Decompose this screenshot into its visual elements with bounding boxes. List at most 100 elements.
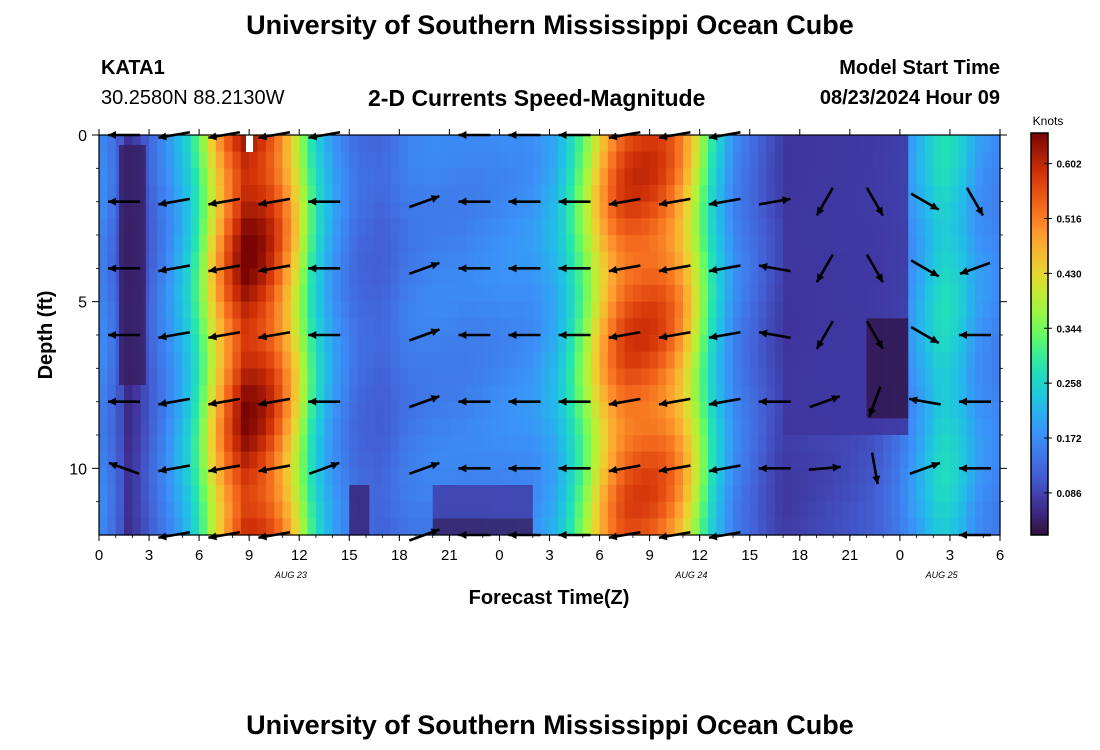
heatmap-cell [657, 251, 667, 269]
heatmap-cell [557, 518, 567, 536]
heatmap-cell [758, 151, 767, 169]
heatmap-cell [941, 218, 951, 236]
heatmap-cell [282, 301, 292, 319]
heatmap-cell [824, 435, 834, 453]
heatmap-cell [724, 218, 734, 236]
heatmap-cell [958, 351, 968, 369]
heatmap-cell [574, 235, 584, 253]
heatmap-cell [549, 451, 559, 469]
heatmap-cell [933, 168, 943, 186]
current-arrow [758, 329, 791, 340]
current-arrow [758, 464, 791, 473]
heatmap-cell [733, 451, 742, 469]
heatmap-cell [774, 135, 784, 153]
heatmap-cell [983, 468, 993, 486]
heatmap-cell [457, 201, 467, 219]
heatmap-cell [107, 351, 117, 369]
heatmap-cell [991, 235, 1001, 253]
heatmap-cell [407, 301, 417, 319]
heatmap-cell [716, 251, 726, 269]
heatmap-cell [682, 318, 692, 336]
heatmap-cell [215, 368, 225, 386]
heatmap-cell [607, 251, 617, 269]
heatmap-cell [491, 251, 501, 269]
heatmap-cell [340, 335, 350, 353]
heatmap-cell [741, 168, 751, 186]
heatmap-cell [416, 335, 425, 353]
heatmap-cell [265, 218, 275, 236]
heatmap-cell [165, 285, 175, 303]
heatmap-cell [324, 351, 334, 369]
heatmap-cell [933, 251, 943, 269]
current-arrow [958, 331, 991, 339]
heatmap-cell [599, 451, 609, 469]
heatmap-cell [749, 135, 759, 153]
heatmap-cell [491, 351, 501, 369]
heatmap-cell [299, 201, 309, 219]
heatmap-cell [374, 268, 384, 286]
heatmap-cell [299, 285, 309, 303]
heatmap-cell [416, 435, 425, 453]
heatmap-cell [983, 385, 993, 403]
heatmap-cell [741, 235, 751, 253]
heatmap-cell [674, 401, 684, 419]
heatmap-cell [174, 318, 184, 336]
heatmap-cell [332, 318, 342, 336]
heatmap-cell [916, 468, 926, 486]
heatmap-cell [199, 318, 209, 336]
heatmap-cell [274, 268, 284, 286]
heatmap-cell [516, 218, 526, 236]
heatmap-cell [966, 335, 976, 353]
heatmap-cell [983, 418, 993, 436]
heatmap-cell [891, 451, 901, 469]
heatmap-cell [924, 351, 934, 369]
heatmap-cell [457, 168, 467, 186]
heatmap-cell [340, 285, 350, 303]
heatmap-cell [315, 335, 325, 353]
heatmap-cell [149, 518, 158, 536]
heatmap-cell [340, 235, 350, 253]
current-arrow-head [258, 199, 268, 207]
heatmap-cell [991, 418, 1001, 436]
current-arrow-head [430, 195, 440, 203]
heatmap-cell [641, 201, 651, 219]
heatmap-cell [416, 218, 425, 236]
heatmap-cell [382, 385, 392, 403]
heatmap-cell [324, 285, 334, 303]
heatmap-cell [974, 218, 984, 236]
heatmap-cell [716, 451, 726, 469]
heatmap-cell [716, 285, 726, 303]
heatmap-cell [307, 218, 317, 236]
heatmap-cell [632, 518, 642, 536]
current-arrow [258, 397, 291, 407]
heatmap-cell [466, 435, 476, 453]
heatmap-cell [157, 351, 167, 369]
heatmap-cell [199, 451, 209, 469]
heatmap-cell [516, 235, 526, 253]
heatmap-cell [866, 451, 876, 469]
y-tick-label: 0 [78, 128, 87, 145]
heatmap-cell [140, 401, 150, 419]
heatmap-cell [432, 151, 442, 169]
heatmap-cell [699, 251, 709, 269]
heatmap-cell [599, 385, 609, 403]
heatmap-cell [274, 318, 284, 336]
heatmap-cell [265, 385, 275, 403]
heatmap-cell [632, 451, 642, 469]
heatmap-cell [983, 201, 993, 219]
heatmap-cell [374, 151, 384, 169]
heatmap-cell [457, 368, 467, 386]
heatmap-cell [299, 301, 309, 319]
heatmap-cell [657, 285, 667, 303]
heatmap-cell [966, 501, 976, 519]
heatmap-cell [457, 435, 467, 453]
current-arrow [308, 264, 341, 273]
heatmap-cell [107, 185, 117, 203]
heatmap-cell [232, 335, 242, 353]
heatmap-cell [607, 185, 617, 203]
heatmap-cell [616, 168, 626, 186]
heatmap-cell [641, 285, 651, 303]
heatmap-cell [908, 135, 918, 153]
heatmap-cell [741, 401, 751, 419]
heatmap-cell [866, 468, 876, 486]
